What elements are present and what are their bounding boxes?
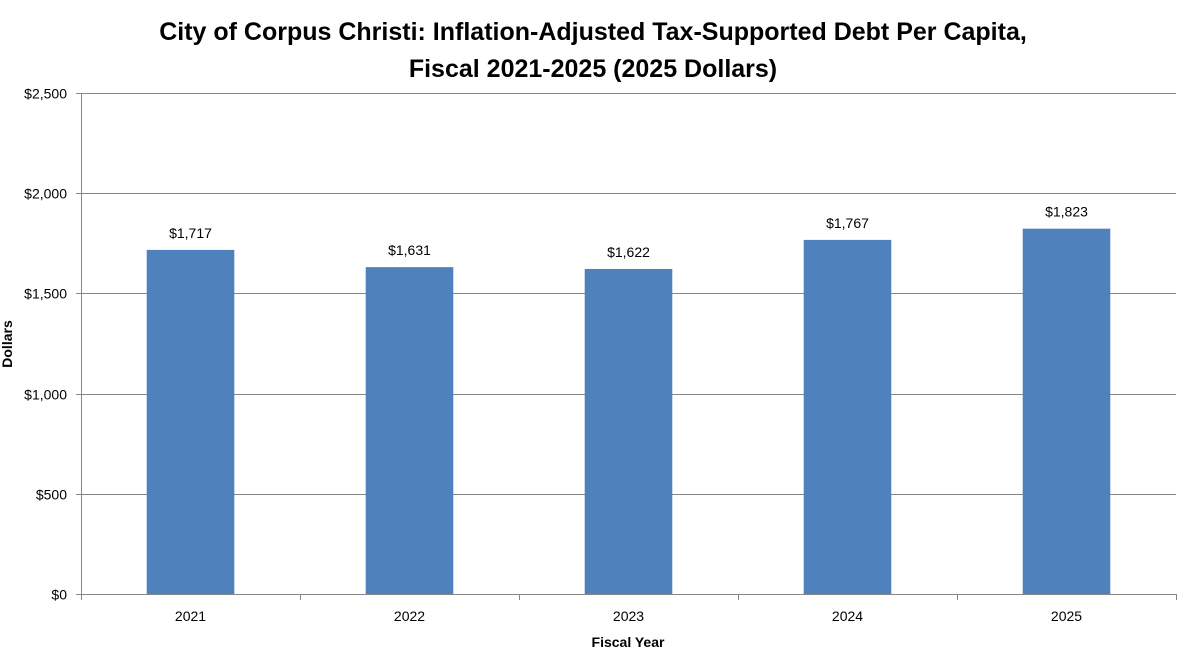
x-tick-label: 2021 [175, 608, 206, 624]
axes [76, 93, 1177, 600]
data-label: $1,767 [826, 215, 869, 231]
bar-2025 [1022, 228, 1111, 594]
data-label: $1,622 [607, 244, 650, 260]
y-tick-label: $1,000 [24, 387, 67, 403]
y-tick-label: $500 [36, 487, 67, 503]
chart-subtitle: Fiscal 2021-2025 (2025 Dollars) [409, 55, 777, 83]
y-tick-label: $2,500 [24, 86, 67, 102]
x-tick-label: 2024 [832, 608, 863, 624]
x-axis-title: Fiscal Year [592, 634, 665, 650]
labels: $0 $500 $1,000 $1,500 $2,000 $2,500 $1,717 2021… [24, 86, 1088, 625]
x-tick-label: 2025 [1051, 608, 1082, 624]
bar-2022 [365, 267, 454, 594]
x-tick-label: 2023 [613, 608, 644, 624]
bar-2021 [146, 249, 235, 594]
bars [146, 228, 1111, 595]
chart-title: City of Corpus Christi: Inflation-Adjust… [159, 18, 1027, 46]
bar-2023 [584, 268, 673, 594]
data-label: $1,823 [1045, 204, 1088, 220]
y-tick-label: $1,500 [24, 286, 67, 302]
bar-2024 [803, 239, 892, 595]
y-tick-label: $0 [51, 587, 67, 603]
y-tick-label: $2,000 [24, 186, 67, 202]
data-label: $1,717 [169, 225, 212, 241]
data-label: $1,631 [388, 242, 431, 258]
x-tick-label: 2022 [394, 608, 425, 624]
y-axis-title: Dollars [0, 320, 15, 368]
